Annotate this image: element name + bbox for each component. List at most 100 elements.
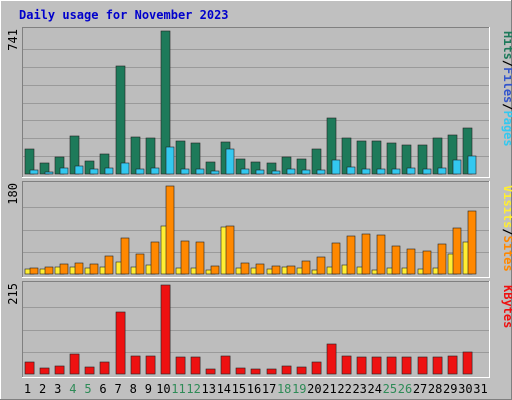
bar-files-day-6 (104, 167, 114, 175)
legend-item-hits: Hits (501, 31, 512, 60)
bar-kbytes-day-19 (296, 366, 307, 375)
bar-hits-day-18 (281, 156, 292, 175)
bar-sites-day-29 (452, 227, 462, 275)
bar-sites-day-10 (165, 185, 175, 275)
day-label-31: 31 (473, 382, 487, 396)
bar-files-day-29 (452, 159, 462, 175)
bar-kbytes-day-21 (326, 343, 337, 375)
bar-files-day-22 (346, 166, 356, 175)
bar-kbytes-day-13 (205, 368, 216, 375)
day-label-12: 12 (186, 382, 200, 396)
day-label-28: 28 (428, 382, 442, 396)
day-label-30: 30 (458, 382, 472, 396)
day-label-15: 15 (232, 382, 246, 396)
y-max-label: 180 (6, 183, 20, 205)
bar-files-day-18 (286, 168, 296, 175)
bar-files-day-30 (467, 155, 477, 175)
bar-kbytes-day-23 (356, 356, 367, 375)
bar-files-day-12 (195, 168, 205, 175)
bar-kbytes-day-30 (462, 351, 473, 375)
bar-files-day-14 (225, 148, 235, 175)
bar-kbytes-day-20 (311, 361, 322, 375)
bar-hits-day-29 (447, 134, 458, 175)
bar-hits-day-23 (356, 140, 367, 175)
bar-kbytes-day-22 (341, 355, 352, 375)
day-label-4: 4 (69, 382, 76, 396)
bar-sites-day-5 (89, 263, 99, 275)
bar-hits-day-4 (69, 135, 80, 175)
bar-files-day-3 (59, 167, 69, 175)
bar-kbytes-day-16 (250, 368, 261, 375)
bar-hits-day-6 (99, 153, 110, 175)
bar-hits-day-21 (326, 117, 337, 175)
day-label-8: 8 (130, 382, 137, 396)
bar-kbytes-day-10 (160, 284, 171, 375)
bar-kbytes-day-24 (371, 356, 382, 375)
legend-item-visits: Visits (501, 185, 512, 228)
bar-hits-day-7 (115, 65, 126, 175)
bar-hits-day-28 (432, 137, 443, 175)
day-label-16: 16 (247, 382, 261, 396)
bar-sites-day-16 (255, 263, 265, 275)
bar-hits-day-8 (130, 136, 141, 175)
day-label-6: 6 (99, 382, 106, 396)
bar-files-day-17 (271, 170, 281, 175)
bar-kbytes-day-4 (69, 353, 80, 375)
day-label-22: 22 (337, 382, 351, 396)
bar-hits-day-19 (296, 158, 307, 175)
panel-background (22, 27, 490, 178)
bar-sites-day-13 (210, 265, 220, 275)
bar-sites-day-7 (120, 237, 130, 275)
day-label-2: 2 (39, 382, 46, 396)
bar-sites-day-27 (422, 250, 432, 275)
bar-files-day-4 (74, 165, 84, 175)
y-max-label: 215 (6, 283, 20, 305)
bar-sites-day-22 (346, 235, 356, 275)
day-label-18: 18 (277, 382, 291, 396)
day-label-20: 20 (307, 382, 321, 396)
bar-kbytes-day-26 (401, 356, 412, 375)
bar-sites-day-24 (376, 234, 386, 275)
bar-hits-day-5 (84, 160, 95, 175)
day-label-23: 23 (352, 382, 366, 396)
bar-kbytes-day-18 (281, 365, 292, 375)
day-label-19: 19 (292, 382, 306, 396)
chart-title: Daily usage for November 2023 (19, 8, 229, 22)
legend-item-files: Files (501, 67, 512, 103)
legend-separator: / (501, 60, 512, 67)
day-label-3: 3 (54, 382, 61, 396)
day-label-26: 26 (398, 382, 412, 396)
bar-kbytes-day-1 (24, 361, 35, 375)
bar-sites-day-9 (150, 241, 160, 275)
legend-separator: / (501, 103, 512, 110)
day-label-11: 11 (171, 382, 185, 396)
day-label-25: 25 (383, 382, 397, 396)
bar-hits-day-22 (341, 137, 352, 175)
bar-kbytes-day-27 (417, 356, 428, 375)
bar-files-day-25 (391, 168, 401, 175)
bar-hits-day-12 (190, 142, 201, 175)
bar-files-day-27 (422, 168, 432, 175)
bar-files-day-24 (376, 168, 386, 175)
bar-hits-day-25 (386, 142, 397, 175)
bar-kbytes-day-11 (175, 356, 186, 375)
bar-sites-day-18 (286, 265, 296, 275)
bar-kbytes-day-9 (145, 355, 156, 375)
bar-sites-day-20 (316, 256, 326, 275)
bar-kbytes-day-25 (386, 356, 397, 375)
day-label-10: 10 (156, 382, 170, 396)
bar-hits-day-9 (145, 137, 156, 175)
day-label-17: 17 (262, 382, 276, 396)
bar-kbytes-day-14 (220, 355, 231, 375)
bar-kbytes-day-6 (99, 361, 110, 375)
day-label-29: 29 (443, 382, 457, 396)
bar-kbytes-day-17 (266, 368, 277, 375)
panel-background (22, 181, 490, 278)
bar-kbytes-day-3 (54, 365, 65, 375)
legend-separator: / (501, 228, 512, 235)
bar-sites-day-12 (195, 241, 205, 275)
bar-sites-day-6 (104, 255, 114, 275)
bar-sites-day-11 (180, 240, 190, 275)
bar-files-day-5 (89, 168, 99, 175)
legend-item-kbytes: KBytes (501, 285, 512, 328)
